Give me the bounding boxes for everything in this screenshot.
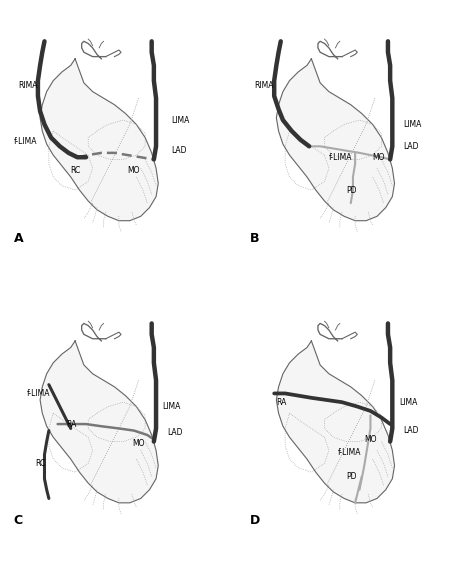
Text: RA: RA	[276, 398, 287, 407]
Text: LAD: LAD	[172, 146, 187, 155]
Text: f-LIMA: f-LIMA	[27, 389, 51, 398]
Text: LAD: LAD	[167, 428, 182, 438]
Text: RIMA: RIMA	[18, 80, 38, 89]
Text: RA: RA	[66, 419, 77, 428]
Polygon shape	[276, 341, 394, 503]
Text: MO: MO	[132, 439, 145, 448]
Polygon shape	[40, 59, 158, 221]
Polygon shape	[276, 59, 394, 221]
Text: f-LIMA: f-LIMA	[337, 448, 361, 457]
Text: A: A	[14, 231, 24, 245]
Text: D: D	[250, 514, 260, 527]
Text: B: B	[250, 231, 260, 245]
Text: RIMA: RIMA	[255, 80, 274, 89]
Text: f-LIMA: f-LIMA	[14, 138, 37, 147]
Polygon shape	[40, 341, 158, 503]
Text: f-LIMA: f-LIMA	[329, 153, 352, 162]
Text: LIMA: LIMA	[399, 398, 417, 407]
Text: MO: MO	[364, 435, 376, 444]
Text: RC: RC	[36, 459, 46, 468]
Text: PD: PD	[346, 186, 357, 195]
Text: LIMA: LIMA	[163, 402, 181, 411]
Text: MO: MO	[373, 153, 385, 162]
Text: LAD: LAD	[403, 426, 419, 435]
Text: PD: PD	[346, 472, 357, 481]
Text: LAD: LAD	[403, 142, 419, 151]
Text: C: C	[14, 514, 23, 527]
Text: LIMA: LIMA	[172, 115, 190, 125]
Text: MO: MO	[128, 166, 140, 175]
Text: RC: RC	[71, 166, 81, 175]
Text: LIMA: LIMA	[403, 120, 422, 129]
